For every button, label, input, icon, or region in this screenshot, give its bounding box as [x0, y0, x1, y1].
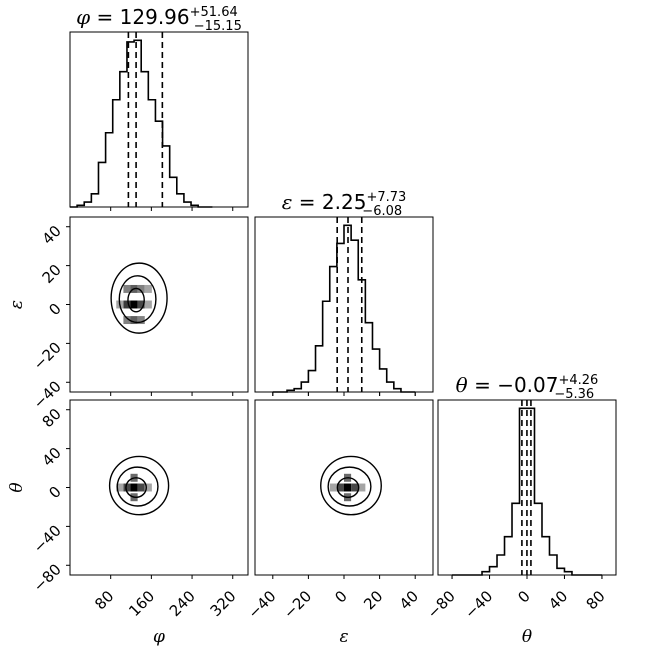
contour-line	[127, 287, 145, 313]
density-cell	[336, 483, 344, 492]
contour-line	[320, 455, 382, 516]
x-axis-label: φ	[153, 627, 165, 647]
histogram-step	[452, 407, 602, 576]
y-axis-label: θ	[7, 482, 27, 492]
title-param: ε	[282, 190, 293, 214]
y-tick-label: 20	[39, 261, 65, 287]
density-cell	[351, 483, 359, 492]
x-tick-label: 0	[514, 587, 533, 606]
marginal-title: ε = 2.25+7.73 −6.08	[282, 190, 407, 219]
x-tick-label: −20	[280, 587, 315, 622]
x-tick-label: 320	[207, 587, 240, 620]
y-tick-label: −40	[30, 377, 65, 412]
contour-line	[110, 262, 168, 334]
x-tick-label: 40	[545, 587, 571, 613]
x-tick-label: 240	[166, 587, 199, 620]
y-tick-label: 40	[39, 222, 65, 248]
density-cell	[116, 483, 124, 492]
x-tick-label: −40	[461, 587, 496, 622]
x-tick-label: 160	[125, 587, 158, 620]
density-cell	[130, 316, 138, 325]
density-cell	[344, 483, 352, 492]
panel-frame	[69, 399, 249, 576]
contour-line	[327, 466, 372, 507]
contour-line	[116, 466, 159, 507]
marginal-panel-2: θ = −0.07+4.26 −5.36	[437, 373, 617, 579]
density-cell	[144, 483, 152, 492]
joint-panel-2	[254, 399, 434, 576]
density-cell	[123, 284, 131, 293]
joint-panel-1	[69, 399, 249, 576]
density-cell	[123, 300, 131, 309]
histogram-step	[272, 224, 416, 393]
title-upper: +4.26	[558, 373, 598, 388]
y-tick-label: 40	[39, 444, 65, 470]
title-param: θ	[456, 373, 468, 397]
x-tick-label: 80	[91, 587, 117, 613]
density-cell	[144, 300, 152, 309]
x-tick-label: −40	[245, 587, 280, 622]
panel-frame	[69, 216, 249, 393]
density-cell	[137, 300, 145, 309]
marginal-panel-1: ε = 2.25+7.73 −6.08	[254, 190, 434, 396]
density-cell	[130, 300, 138, 309]
y-tick-label: −40	[30, 521, 65, 556]
y-tick-label: 0	[45, 300, 64, 319]
density-cell	[137, 316, 145, 325]
title-lower: −5.36	[554, 387, 594, 402]
panel-frame	[254, 216, 434, 393]
title-upper: +51.64	[190, 5, 238, 20]
panel-frame	[437, 399, 617, 576]
density-cell	[123, 483, 131, 492]
title-upper: +7.73	[366, 190, 406, 205]
histogram-step	[70, 39, 213, 208]
density-cell	[358, 483, 366, 492]
y-tick-label: −20	[30, 338, 65, 373]
title-lower: −6.08	[362, 204, 402, 219]
density-cell	[123, 316, 131, 325]
x-tick-label: −80	[424, 587, 459, 622]
joint-panel-0	[69, 216, 249, 393]
y-axis-label: ε	[7, 300, 27, 309]
x-tick-label: 40	[396, 587, 422, 613]
contour-line	[336, 477, 360, 498]
x-tick-label: 0	[331, 587, 350, 606]
contour-line	[125, 477, 147, 498]
density-cell	[137, 483, 145, 492]
title-lower: −15.15	[194, 19, 242, 34]
x-tick-label: 80	[583, 587, 609, 613]
marginal-title: φ = 129.96+51.64 −15.15	[76, 5, 242, 34]
contour-line	[118, 275, 157, 324]
density-cell	[329, 483, 337, 492]
title-median: = −0.07	[468, 373, 559, 397]
panel-frame	[69, 31, 249, 208]
density-cell	[137, 284, 145, 293]
x-axis-label: ε	[339, 627, 348, 647]
marginal-panel-0: φ = 129.96+51.64 −15.15	[69, 5, 249, 211]
x-axis-label: θ	[522, 627, 532, 647]
x-tick-label: 20	[360, 587, 386, 613]
title-median: = 129.96	[90, 5, 189, 29]
y-tick-label: 0	[45, 483, 64, 502]
title-median: = 2.25	[292, 190, 366, 214]
density-cell	[144, 284, 152, 293]
density-cell	[130, 483, 138, 492]
contour-line	[108, 455, 170, 516]
y-tick-label: −80	[30, 560, 65, 595]
marginal-title: θ = −0.07+4.26 −5.36	[456, 373, 599, 402]
title-param: φ	[76, 5, 90, 29]
